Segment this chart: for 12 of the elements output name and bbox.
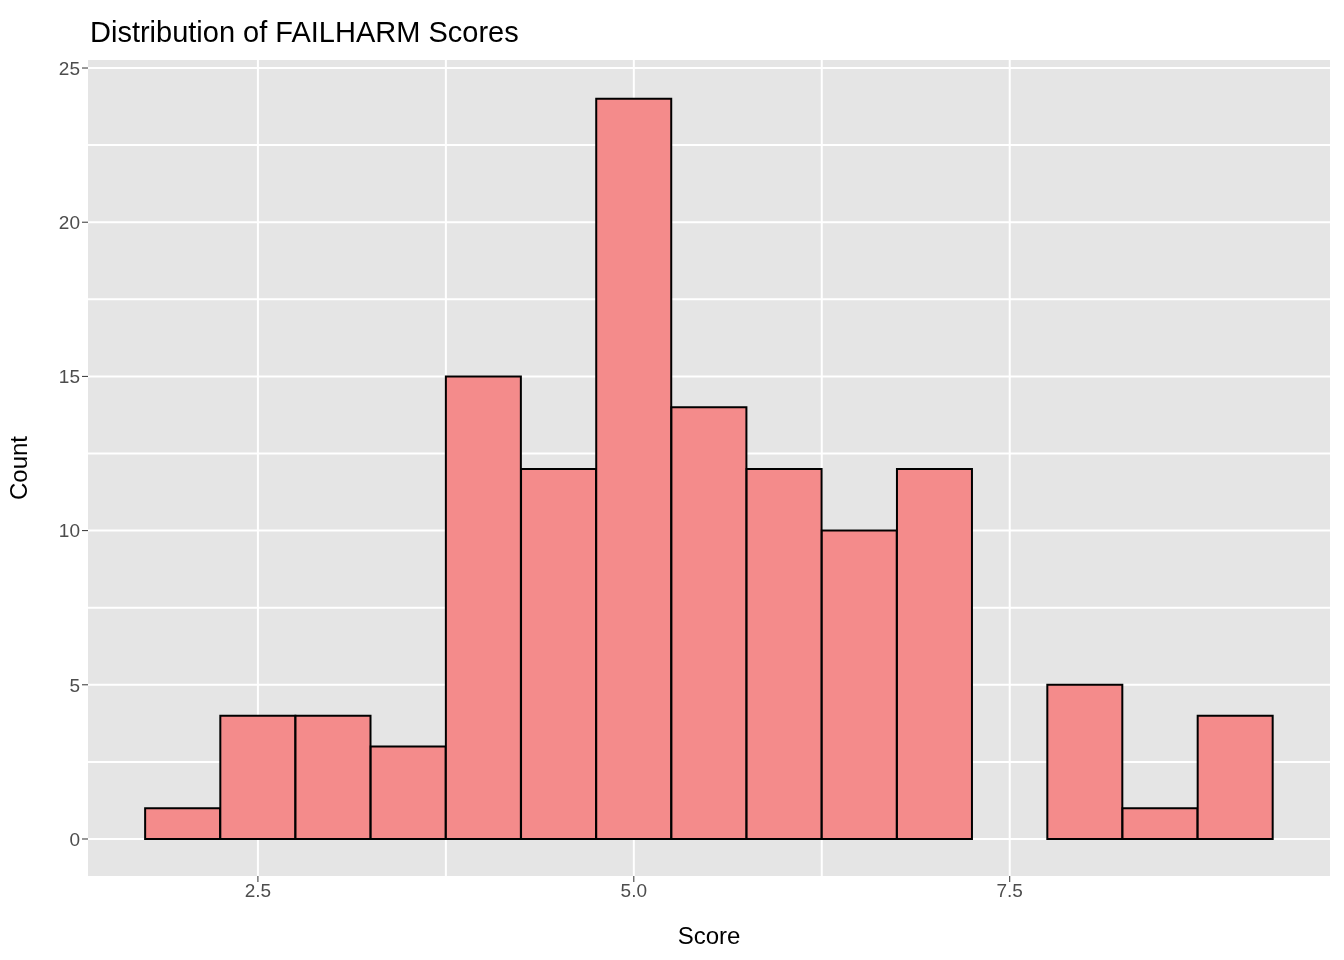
x-axis-title: Score: [677, 922, 741, 949]
y-tick-label: 0: [69, 828, 80, 850]
y-tick-label: 10: [58, 520, 80, 542]
x-tick-label: 5.0: [620, 880, 648, 902]
x-tick-label: 2.5: [244, 880, 272, 902]
y-tick-label: 15: [58, 366, 80, 388]
y-tick-label: 5: [69, 674, 80, 696]
x-tick-label: 7.5: [996, 880, 1023, 902]
y-tick-label: 25: [58, 57, 80, 79]
y-tick-label: 20: [58, 211, 80, 233]
y-axis-title: Count: [4, 435, 32, 501]
chart-title: Distribution of FAILHARM Scores: [90, 16, 519, 49]
